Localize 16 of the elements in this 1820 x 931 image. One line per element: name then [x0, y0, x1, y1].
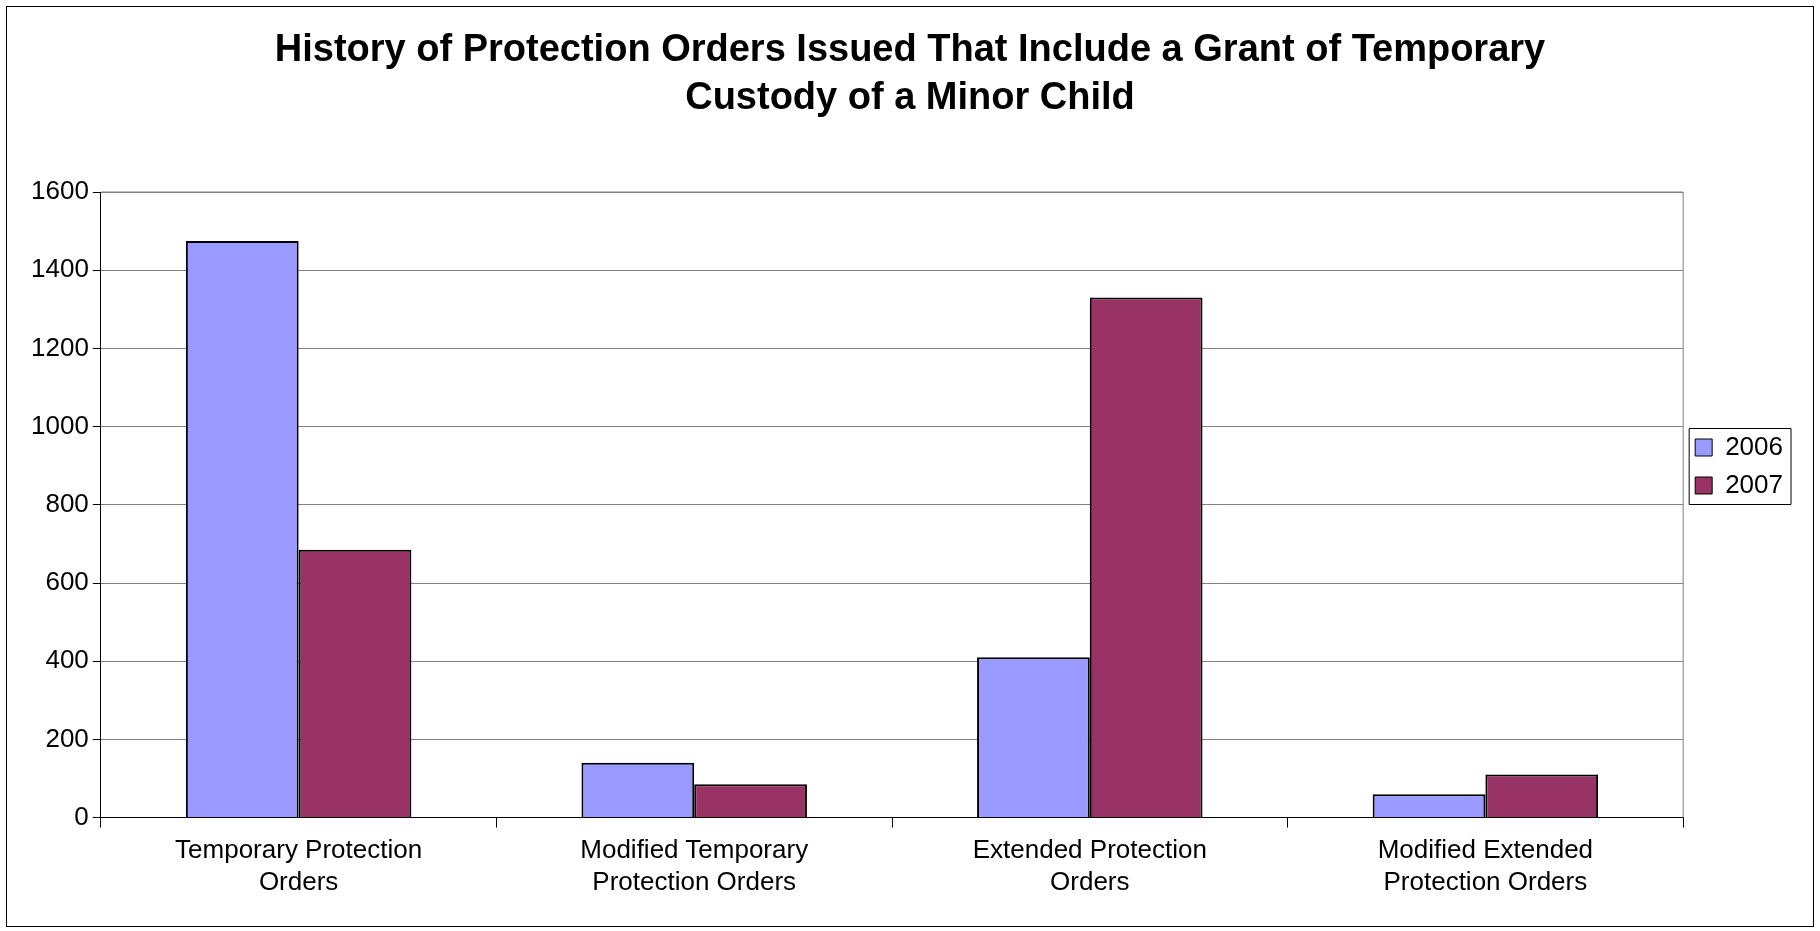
y-tick-label: 0	[74, 800, 89, 831]
y-tick-label: 200	[45, 722, 89, 753]
x-tick-label: Modified Temporary Protection Orders	[580, 834, 809, 896]
y-tick-label: 1600	[31, 175, 89, 206]
x-tick-label: Modified Extended Protection Orders	[1377, 834, 1594, 896]
y-tick-label: 800	[45, 487, 89, 518]
y-tick-label: 400	[45, 644, 89, 675]
x-tick-label: Temporary Protection Orders	[175, 834, 423, 896]
chart-title: History of Protection Orders Issued That Include a Grant of Temporary Custody of a Minor Child	[274, 27, 1546, 117]
legend-label: 2007	[1725, 468, 1783, 499]
y-tick-label: 600	[45, 566, 89, 597]
y-tick-label: 1200	[31, 331, 89, 362]
legend-label: 2006	[1725, 430, 1783, 461]
y-tick-label: 1400	[31, 253, 89, 284]
y-tick-label: 1000	[31, 409, 89, 440]
x-tick-label: Extended Protection Orders	[972, 834, 1207, 896]
